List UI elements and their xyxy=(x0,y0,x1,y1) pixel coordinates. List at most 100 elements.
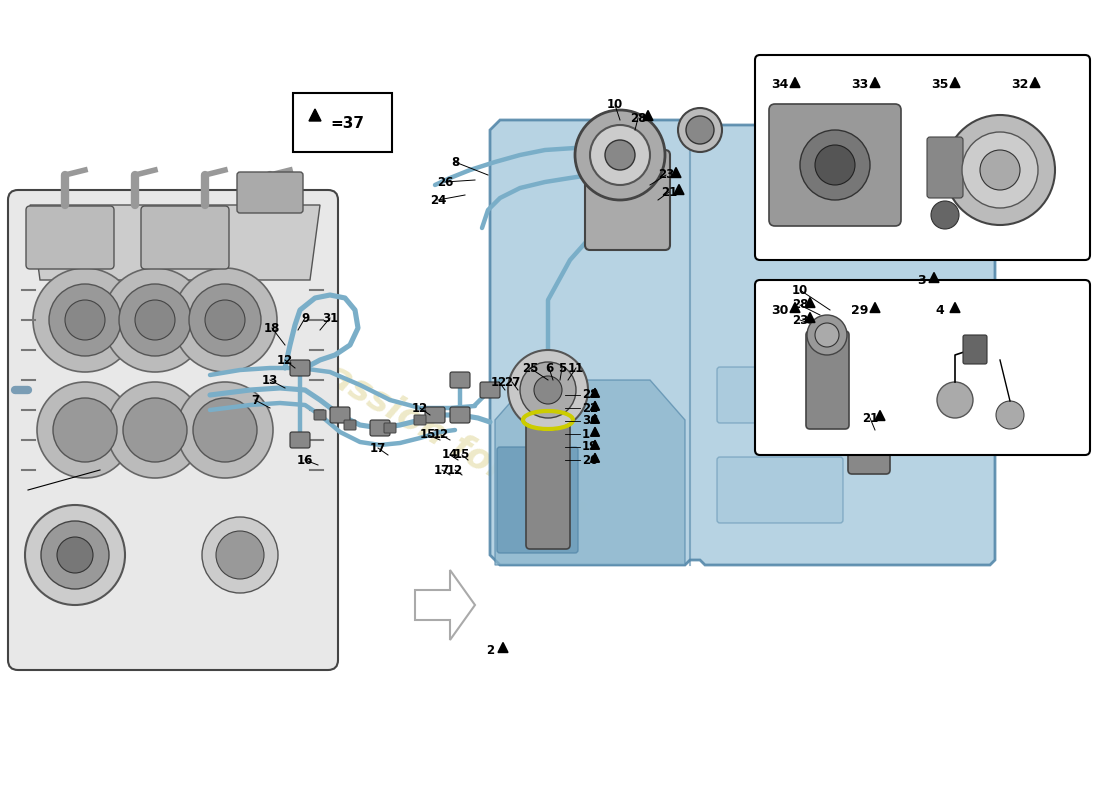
FancyBboxPatch shape xyxy=(414,415,426,425)
Text: 10: 10 xyxy=(792,283,808,297)
Text: 31: 31 xyxy=(322,311,338,325)
Polygon shape xyxy=(415,570,475,640)
FancyBboxPatch shape xyxy=(384,423,396,433)
Circle shape xyxy=(65,300,104,340)
FancyBboxPatch shape xyxy=(290,360,310,376)
Circle shape xyxy=(50,284,121,356)
Circle shape xyxy=(931,201,959,229)
FancyBboxPatch shape xyxy=(450,372,470,388)
FancyBboxPatch shape xyxy=(330,407,350,423)
Polygon shape xyxy=(309,109,321,121)
Circle shape xyxy=(107,382,204,478)
Polygon shape xyxy=(671,167,681,178)
Text: 15: 15 xyxy=(454,449,470,462)
Polygon shape xyxy=(790,302,800,313)
Polygon shape xyxy=(805,298,815,307)
Text: 17: 17 xyxy=(433,463,450,477)
Polygon shape xyxy=(591,388,600,398)
Text: 30: 30 xyxy=(771,303,789,317)
FancyBboxPatch shape xyxy=(585,150,670,250)
Text: 17: 17 xyxy=(370,442,386,454)
Text: 8: 8 xyxy=(451,155,459,169)
Text: 12: 12 xyxy=(277,354,293,366)
Text: 20: 20 xyxy=(582,454,598,466)
FancyBboxPatch shape xyxy=(497,447,578,553)
Text: 21: 21 xyxy=(862,411,878,425)
Circle shape xyxy=(945,115,1055,225)
FancyBboxPatch shape xyxy=(717,367,823,423)
Circle shape xyxy=(41,521,109,589)
Text: 19: 19 xyxy=(582,441,598,454)
Polygon shape xyxy=(591,414,600,423)
Circle shape xyxy=(844,314,896,366)
Text: 29: 29 xyxy=(851,303,869,317)
Circle shape xyxy=(205,300,245,340)
Circle shape xyxy=(25,505,125,605)
FancyBboxPatch shape xyxy=(236,172,302,213)
Circle shape xyxy=(520,362,576,418)
Text: 12: 12 xyxy=(447,463,463,477)
FancyBboxPatch shape xyxy=(848,336,890,474)
Circle shape xyxy=(815,145,855,185)
Polygon shape xyxy=(1030,78,1040,87)
Circle shape xyxy=(173,268,277,372)
FancyBboxPatch shape xyxy=(526,386,570,549)
Polygon shape xyxy=(870,302,880,313)
Text: 25: 25 xyxy=(521,362,538,374)
Text: 9: 9 xyxy=(301,311,309,325)
FancyBboxPatch shape xyxy=(425,407,446,423)
Text: 6: 6 xyxy=(544,362,553,374)
Text: 16: 16 xyxy=(297,454,313,466)
Text: 18: 18 xyxy=(264,322,280,334)
Circle shape xyxy=(177,382,273,478)
Polygon shape xyxy=(591,440,600,450)
Polygon shape xyxy=(870,78,880,87)
Text: 27: 27 xyxy=(504,375,520,389)
Text: 15: 15 xyxy=(420,429,437,442)
Circle shape xyxy=(800,130,870,200)
Text: 3: 3 xyxy=(917,274,926,286)
Circle shape xyxy=(53,398,117,462)
Polygon shape xyxy=(874,410,886,421)
Circle shape xyxy=(135,300,175,340)
FancyBboxPatch shape xyxy=(344,420,356,430)
Polygon shape xyxy=(674,185,684,194)
Circle shape xyxy=(807,315,847,355)
FancyBboxPatch shape xyxy=(26,206,114,269)
Polygon shape xyxy=(30,205,320,280)
FancyBboxPatch shape xyxy=(927,137,962,198)
Text: 2: 2 xyxy=(486,643,494,657)
Polygon shape xyxy=(790,78,800,87)
Circle shape xyxy=(996,401,1024,429)
Polygon shape xyxy=(950,302,960,313)
Text: 23: 23 xyxy=(658,169,674,182)
Circle shape xyxy=(103,268,207,372)
FancyBboxPatch shape xyxy=(769,104,901,226)
FancyBboxPatch shape xyxy=(8,190,338,670)
Circle shape xyxy=(575,110,666,200)
Polygon shape xyxy=(950,78,960,87)
Text: 14: 14 xyxy=(442,449,459,462)
Circle shape xyxy=(605,140,635,170)
Circle shape xyxy=(962,132,1038,208)
Text: 24: 24 xyxy=(430,194,447,206)
Polygon shape xyxy=(591,427,600,436)
Text: 23: 23 xyxy=(792,314,808,326)
Text: 21: 21 xyxy=(661,186,678,198)
Text: 4: 4 xyxy=(936,303,945,317)
Text: 13: 13 xyxy=(262,374,278,386)
FancyBboxPatch shape xyxy=(370,420,390,436)
Circle shape xyxy=(33,268,138,372)
Text: 11: 11 xyxy=(568,362,584,374)
Text: 12: 12 xyxy=(491,375,507,389)
FancyBboxPatch shape xyxy=(141,206,229,269)
Circle shape xyxy=(189,284,261,356)
Polygon shape xyxy=(490,120,996,565)
FancyBboxPatch shape xyxy=(755,55,1090,260)
Polygon shape xyxy=(591,402,600,410)
Text: 10: 10 xyxy=(607,98,623,111)
Text: 12: 12 xyxy=(411,402,428,414)
Circle shape xyxy=(119,284,191,356)
FancyBboxPatch shape xyxy=(806,331,849,429)
Polygon shape xyxy=(805,313,815,322)
